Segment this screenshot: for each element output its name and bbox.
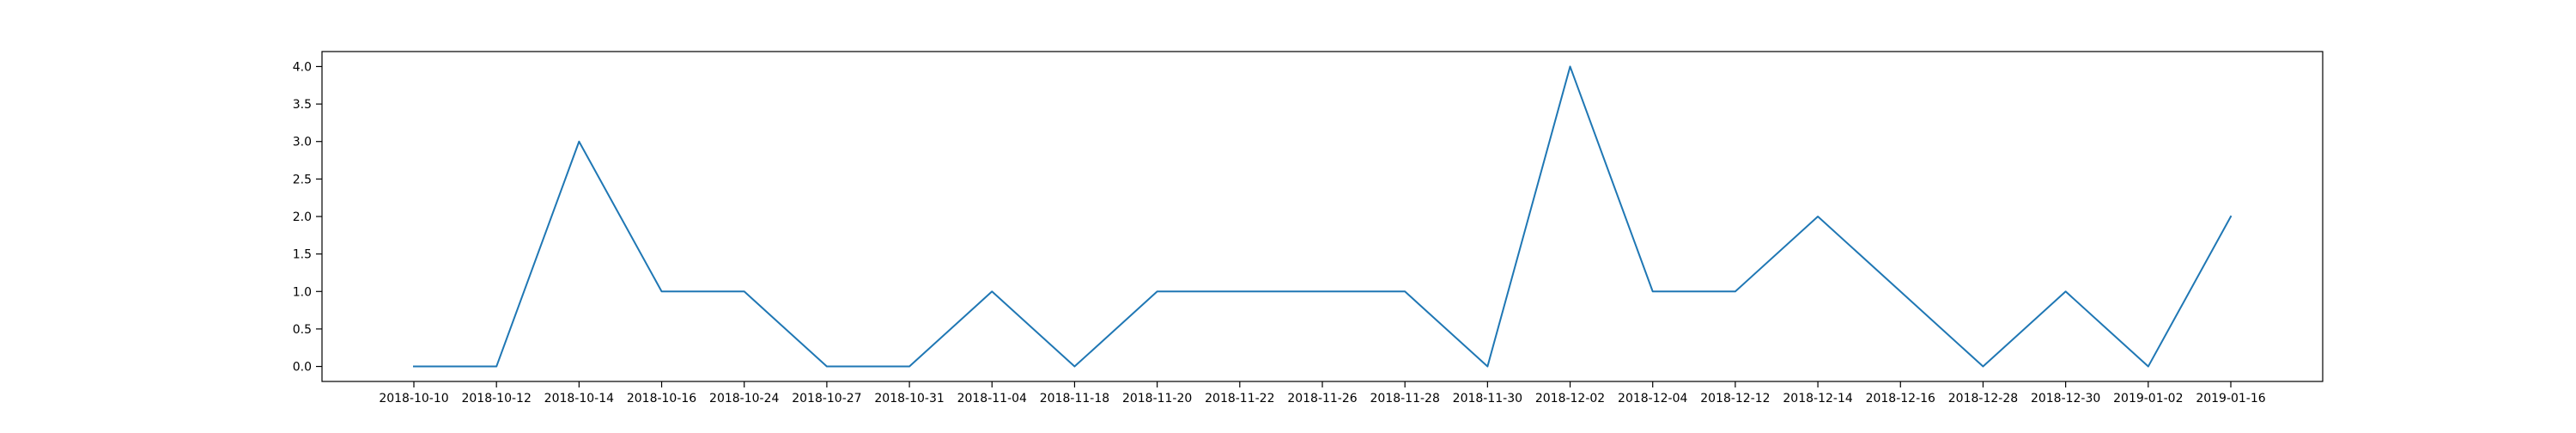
- x-tick-label: 2018-10-31: [874, 392, 944, 406]
- y-tick-label: 0.0: [293, 361, 312, 375]
- y-axis: 0.0 0.5 1.0 1.5 2.0 2.5 3.0 3.5 4.0: [293, 60, 322, 374]
- x-tick-label: 2019-01-16: [2196, 392, 2265, 406]
- y-tick-label: 2.5: [293, 173, 312, 186]
- y-tick-label: 0.5: [293, 323, 312, 337]
- x-tick-label: 2018-12-28: [1948, 392, 2018, 406]
- x-tick-label: 2018-10-24: [709, 392, 779, 406]
- y-tick-label: 3.5: [293, 98, 312, 112]
- y-tick-label: 1.0: [293, 285, 312, 299]
- x-tick-label: 2018-11-18: [1040, 392, 1109, 406]
- x-tick-label: 2019-01-02: [2113, 392, 2183, 406]
- x-tick-label: 2018-10-27: [792, 392, 861, 406]
- x-tick-label: 2018-12-16: [1866, 392, 1935, 406]
- plot-area: [322, 52, 2323, 381]
- series-line: [414, 66, 2231, 366]
- x-tick-label: 2018-11-26: [1287, 392, 1357, 406]
- x-tick-label: 2018-12-02: [1535, 392, 1605, 406]
- y-tick-label: 2.0: [293, 210, 312, 224]
- series-layer: [414, 66, 2231, 366]
- x-tick-label: 2018-12-30: [2031, 392, 2100, 406]
- x-tick-label: 2018-11-22: [1205, 392, 1274, 406]
- x-tick-label: 2018-10-10: [379, 392, 448, 406]
- x-tick-label: 2018-11-04: [957, 392, 1027, 406]
- x-tick-label: 2018-12-14: [1783, 392, 1852, 406]
- x-tick-label: 2018-12-04: [1618, 392, 1687, 406]
- x-tick-label: 2018-10-14: [544, 392, 614, 406]
- x-tick-label: 2018-10-16: [627, 392, 696, 406]
- x-tick-label: 2018-10-12: [461, 392, 531, 406]
- x-axis: 2018-10-10 2018-10-12 2018-10-14 2018-10-16…: [379, 381, 2265, 406]
- plot-frame: [322, 52, 2323, 381]
- x-tick-label: 2018-12-12: [1700, 392, 1770, 406]
- x-tick-label: 2018-11-28: [1370, 392, 1439, 406]
- y-tick-label: 4.0: [293, 60, 312, 74]
- x-tick-label: 2018-11-20: [1122, 392, 1192, 406]
- x-tick-label: 2018-11-30: [1453, 392, 1522, 406]
- y-tick-label: 1.5: [293, 248, 312, 262]
- y-tick-label: 3.0: [293, 136, 312, 149]
